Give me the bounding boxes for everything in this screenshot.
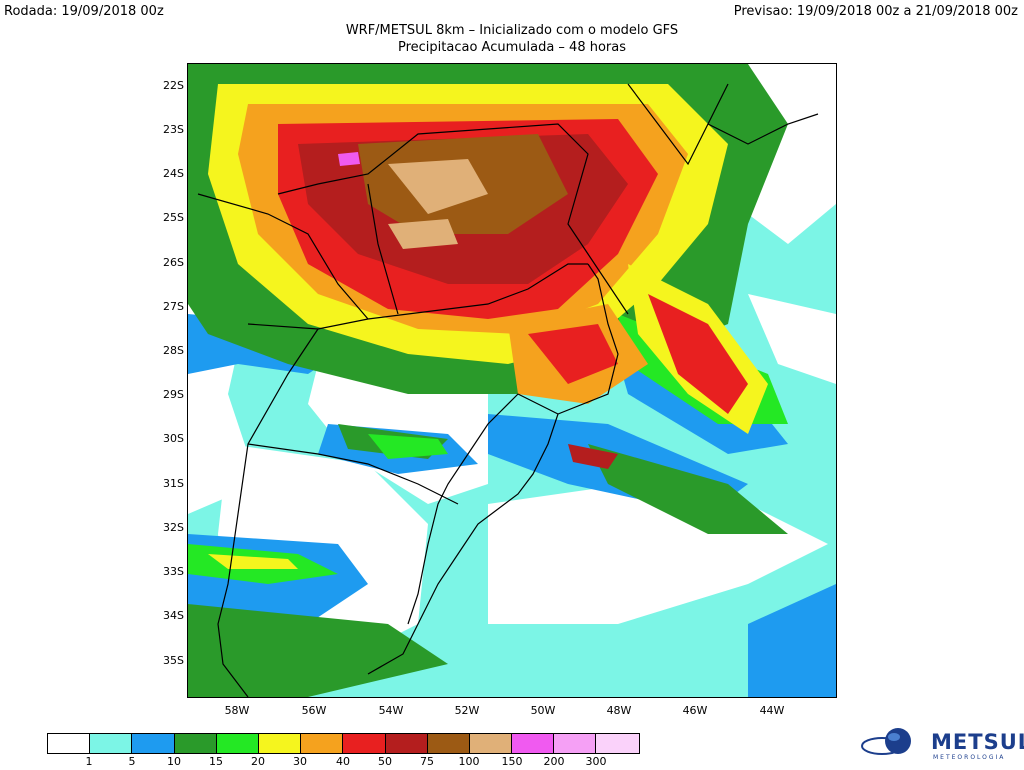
legend-label: 15 <box>209 755 223 768</box>
lat-label-27s: 27S <box>163 300 184 313</box>
legend-label: 10 <box>167 755 181 768</box>
precipitation-field <box>188 64 836 697</box>
legend-swatch <box>301 734 344 753</box>
legend-label: 1 <box>85 755 93 768</box>
legend-swatch <box>596 734 639 753</box>
map-title: WRF/METSUL 8km – Inicializado com o mode… <box>345 23 679 38</box>
lon-label-48w: 48W <box>606 704 632 717</box>
legend-swatch <box>385 734 428 753</box>
legend-label: 150 <box>501 755 523 768</box>
lat-label-22s: 22S <box>163 79 184 92</box>
legend-swatch <box>258 734 302 753</box>
legend-swatch <box>48 734 91 753</box>
legend-label: 75 <box>420 755 434 768</box>
legend-label: 200 <box>543 755 565 768</box>
legend-label: 300 <box>585 755 607 768</box>
precipitation-legend <box>47 733 640 754</box>
legend-label: 20 <box>251 755 265 768</box>
legend-swatch <box>427 734 470 753</box>
lat-label-33s: 33S <box>163 565 184 578</box>
lon-label-46w: 46W <box>682 704 708 717</box>
legend-swatch <box>174 734 217 753</box>
legend-swatch <box>90 734 133 753</box>
legend-label: 30 <box>293 755 307 768</box>
metsul-logo-subtitle: METEOROLOGIA <box>933 754 1006 761</box>
lon-label-58w: 58W <box>224 704 250 717</box>
lat-label-23s: 23S <box>163 123 184 136</box>
map-subtitle: Precipitacao Acumulada – 48 horas <box>397 40 627 55</box>
lat-label-24s: 24S <box>163 167 184 180</box>
lat-label-26s: 26S <box>163 256 184 269</box>
globe-swoosh-icon <box>861 728 911 755</box>
lon-label-44w: 44W <box>759 704 785 717</box>
lon-label-52w: 52W <box>454 704 480 717</box>
precipitation-map <box>187 63 837 698</box>
lat-label-32s: 32S <box>163 521 184 534</box>
lat-label-28s: 28S <box>163 344 184 357</box>
lat-label-30s: 30S <box>163 432 184 445</box>
legend-swatch <box>469 734 513 753</box>
legend-label: 100 <box>458 755 480 768</box>
lat-label-34s: 34S <box>163 609 184 622</box>
lon-label-50w: 50W <box>530 704 556 717</box>
legend-swatch <box>512 734 555 753</box>
legend-swatch <box>132 734 175 753</box>
legend-swatch <box>554 734 597 753</box>
lat-label-25s: 25S <box>163 211 184 224</box>
metsul-logo-text: METSUL <box>931 730 1024 754</box>
legend-swatch <box>343 734 386 753</box>
lon-label-54w: 54W <box>378 704 404 717</box>
legend-swatch <box>216 734 259 753</box>
lat-label-35s: 35S <box>163 654 184 667</box>
lon-label-56w: 56W <box>301 704 327 717</box>
run-date-label: Rodada: 19/09/2018 00z <box>4 4 164 19</box>
lat-label-29s: 29S <box>163 388 184 401</box>
forecast-period-label: Previsao: 19/09/2018 00z a 21/09/2018 00… <box>733 4 1018 19</box>
lat-label-31s: 31S <box>163 477 184 490</box>
legend-label: 40 <box>336 755 350 768</box>
legend-label: 5 <box>128 755 136 768</box>
legend-label: 50 <box>378 755 392 768</box>
